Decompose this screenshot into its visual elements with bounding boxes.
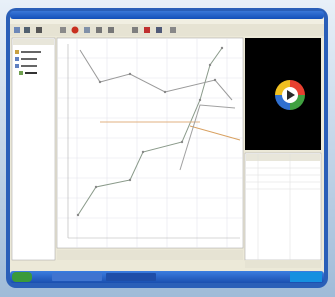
sidebar: [12, 38, 55, 260]
toolbar: [10, 24, 324, 36]
title-bar: [10, 11, 324, 19]
data-table: [245, 153, 321, 260]
system-tray: [290, 272, 322, 282]
taskbar-button[interactable]: [106, 273, 156, 281]
media-player-logo[interactable]: [275, 80, 305, 110]
page: (() => { const data = JSON.parse(documen…: [0, 0, 335, 297]
graph-toolbar[interactable]: [57, 250, 243, 260]
table-header: [246, 154, 320, 161]
table-toolbar[interactable]: [245, 260, 321, 268]
screenshot: [0, 0, 335, 297]
taskbar-button[interactable]: [52, 273, 102, 281]
sidebar-header: [13, 39, 54, 45]
menu-bar[interactable]: [10, 19, 324, 24]
graph-area: [57, 38, 243, 248]
start-button[interactable]: [12, 272, 32, 282]
